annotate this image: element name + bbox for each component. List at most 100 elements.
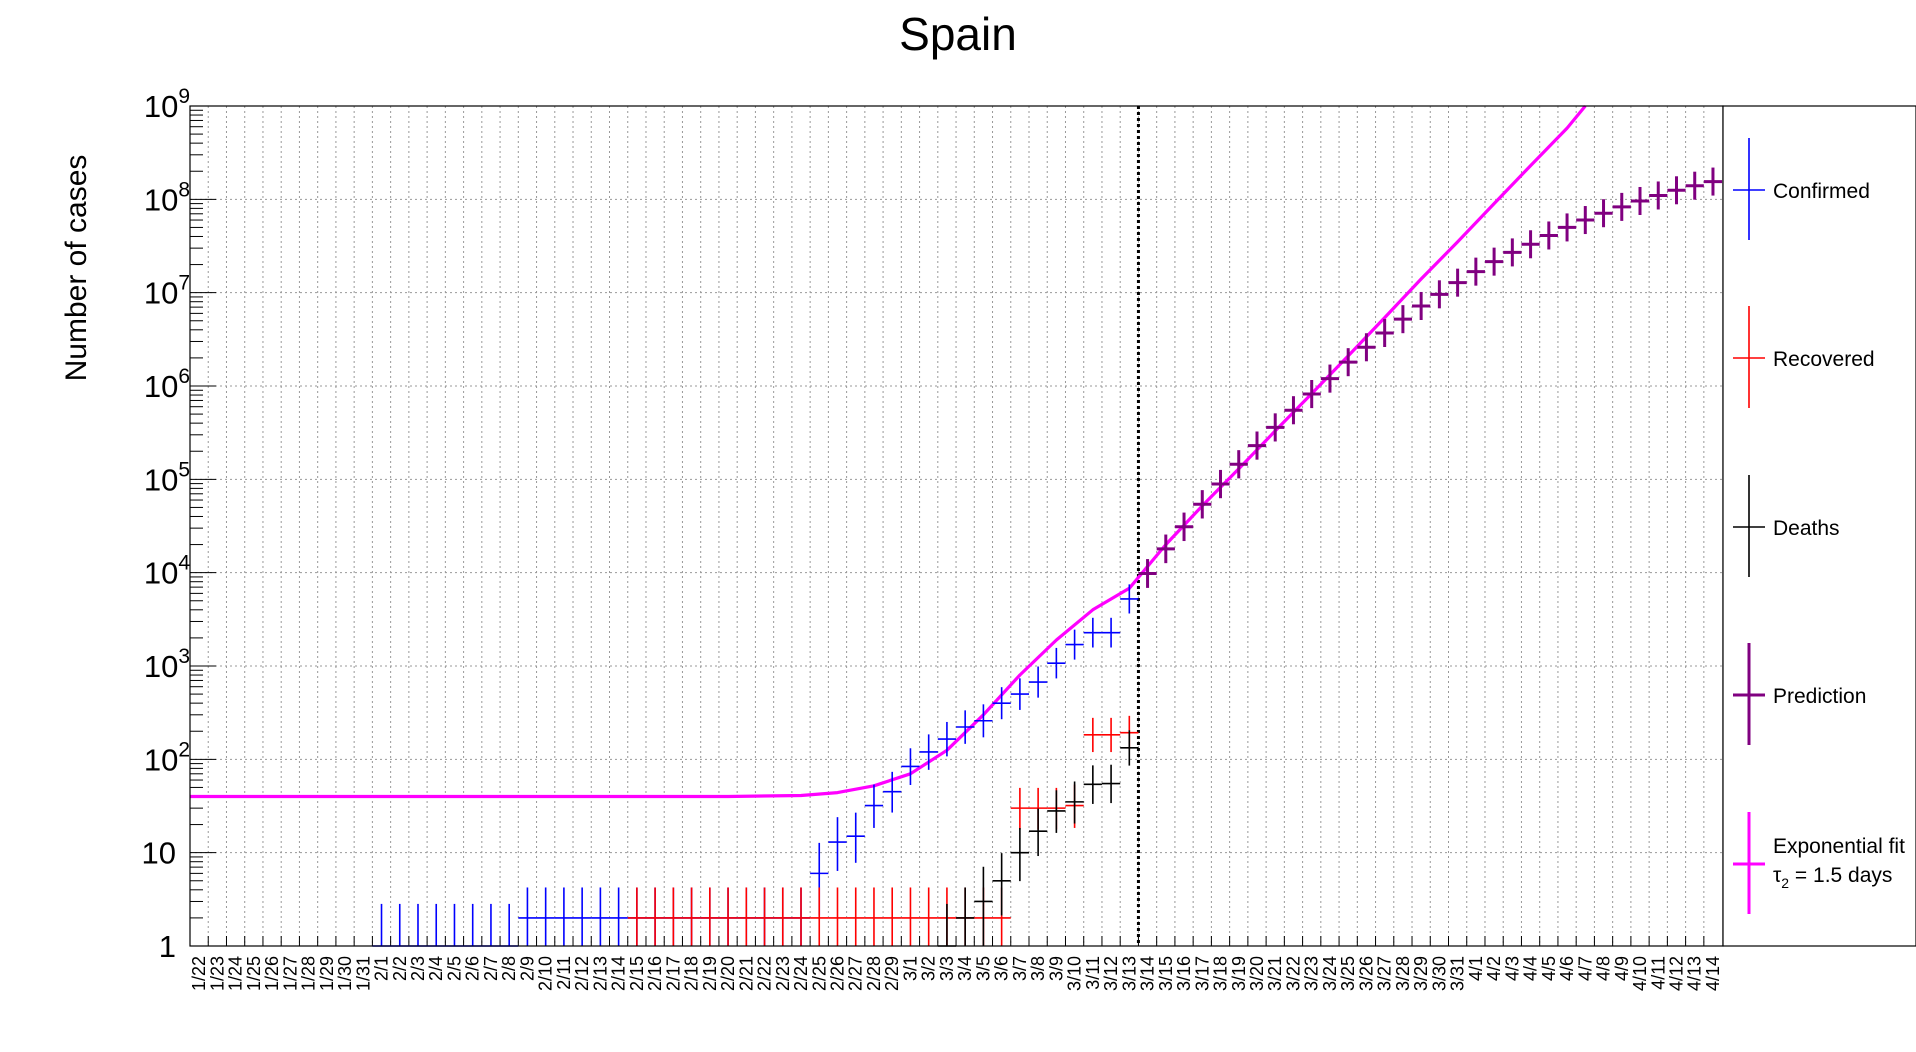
confirmed-point: [828, 817, 847, 871]
x-tick-label: 3/12: [1101, 956, 1121, 991]
x-tick-label: 2/14: [609, 956, 629, 991]
recovered-point: [846, 887, 865, 946]
x-axis-ticks: 1/221/231/241/251/261/271/281/291/301/31…: [189, 956, 1723, 991]
recovered-point: [1010, 787, 1030, 830]
recovered-point: [828, 887, 847, 946]
x-tick-label: 3/16: [1174, 956, 1194, 991]
prediction-point: [1393, 305, 1413, 334]
recovered-point: [737, 887, 756, 946]
x-tick-label: 2/21: [736, 956, 756, 991]
prediction-point: [1466, 257, 1485, 286]
x-tick-label: 3/6: [992, 956, 1012, 981]
x-tick-label: 2/8: [499, 956, 519, 981]
x-tick-label: 4/9: [1612, 956, 1632, 981]
x-tick-label: 1/31: [353, 956, 373, 991]
recovered-point: [901, 887, 920, 946]
deaths-point: [1120, 730, 1139, 766]
recovered-point: [755, 887, 774, 946]
prediction-point: [1630, 186, 1650, 215]
prediction-point: [1156, 534, 1175, 564]
x-tick-label: 2/9: [517, 956, 537, 981]
y-tick-label: 103: [144, 645, 190, 684]
x-tick-label: 2/6: [463, 956, 483, 981]
confirmed-point: [992, 687, 1011, 720]
prediction-point: [1667, 176, 1686, 205]
x-tick-label: 3/25: [1338, 956, 1358, 991]
x-tick-label: 2/22: [755, 956, 775, 991]
prediction-point: [1357, 333, 1376, 362]
x-tick-label: 3/24: [1320, 956, 1340, 991]
prediction-point: [1521, 230, 1540, 259]
x-tick-label: 3/2: [919, 956, 939, 981]
x-tick-label: 3/31: [1448, 956, 1468, 991]
x-tick-label: 2/20: [718, 956, 738, 991]
x-tick-label: 2/11: [554, 956, 574, 990]
recovered-point: [1101, 717, 1121, 753]
x-tick-label: 3/7: [1010, 956, 1030, 981]
x-tick-label: 2/26: [827, 956, 847, 991]
confirmed-point: [1083, 617, 1102, 648]
recovered-point: [791, 887, 811, 946]
prediction-point: [1612, 192, 1631, 221]
x-tick-label: 3/28: [1393, 956, 1413, 991]
confirmed-point: [554, 887, 574, 946]
prediction-point: [1375, 318, 1394, 347]
confirmed-point: [463, 903, 482, 947]
x-tick-label: 4/13: [1685, 956, 1705, 991]
deaths-point: [1101, 764, 1121, 804]
x-tick-label: 3/27: [1375, 956, 1395, 991]
x-tick-label: 1/26: [262, 956, 282, 991]
deaths-point: [1029, 808, 1048, 857]
confirmed-point: [883, 771, 902, 813]
prediction-point: [1284, 396, 1303, 425]
x-tick-label: 2/17: [663, 956, 683, 991]
x-tick-label: 1/22: [189, 956, 209, 991]
recovered-point: [700, 887, 719, 946]
x-tick-label: 2/24: [791, 956, 811, 991]
recovered-point: [682, 887, 701, 946]
prediction-point: [1247, 431, 1267, 460]
x-tick-label: 4/5: [1539, 956, 1559, 981]
y-tick-label: 106: [144, 365, 190, 404]
x-tick-label: 2/10: [536, 956, 556, 991]
x-tick-label: 2/1: [372, 956, 392, 981]
confirmed-point: [536, 887, 555, 946]
prediction-point: [1229, 450, 1248, 479]
x-tick-label: 3/19: [1229, 956, 1249, 991]
recovered-point: [718, 887, 738, 946]
y-tick-label: 107: [144, 272, 190, 311]
x-tick-label: 4/8: [1594, 956, 1614, 981]
x-tick-label: 4/6: [1557, 956, 1577, 981]
prediction-point: [1576, 206, 1595, 235]
x-tick-label: 2/29: [882, 956, 902, 991]
x-tick-label: 3/5: [973, 956, 993, 981]
y-tick-label: 109: [144, 85, 190, 124]
recovered-point: [810, 887, 829, 946]
x-tick-label: 3/8: [1028, 956, 1048, 981]
x-tick-label: 2/4: [426, 956, 446, 981]
confirmed-point: [974, 704, 993, 738]
prediction-point: [1320, 364, 1340, 393]
recovered-point: [1083, 717, 1102, 753]
x-tick-label: 4/2: [1484, 956, 1504, 981]
x-tick-label: 1/27: [280, 956, 300, 991]
confirmed-point: [609, 887, 628, 946]
x-tick-label: 3/11: [1083, 956, 1103, 990]
x-tick-label: 3/13: [1119, 956, 1139, 991]
recovered-point: [664, 887, 683, 946]
legend-entry-confirmed: Confirmed: [1733, 138, 1870, 240]
x-tick-label: 1/30: [335, 956, 355, 991]
legend-label: Exponential fit: [1773, 835, 1905, 858]
x-tick-label: 4/12: [1666, 956, 1686, 991]
x-tick-label: 2/18: [682, 956, 702, 991]
x-tick-label: 3/23: [1302, 956, 1322, 991]
confirmed-point: [919, 734, 938, 770]
confirmed-point: [500, 903, 519, 947]
chart-title: Spain: [899, 8, 1017, 60]
prediction-point: [1302, 379, 1321, 409]
recovered-point: [864, 887, 884, 946]
deaths-point: [1010, 828, 1030, 882]
prediction-point: [1211, 469, 1230, 499]
legend-sublabel: τ2 = 1.5 days: [1773, 864, 1892, 891]
